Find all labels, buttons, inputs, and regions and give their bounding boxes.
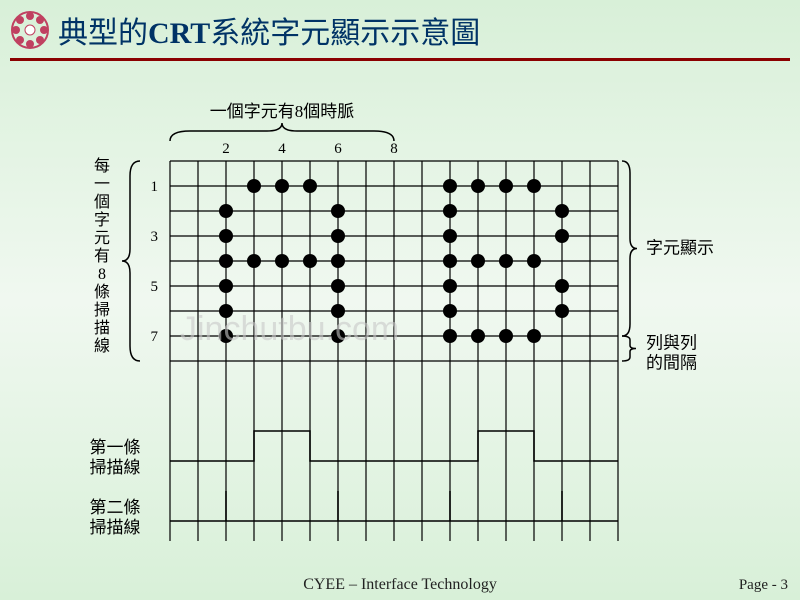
svg-text:8: 8	[390, 141, 398, 157]
svg-text:掃: 掃	[94, 301, 110, 319]
svg-text:有: 有	[94, 247, 110, 265]
svg-text:字: 字	[94, 211, 110, 229]
svg-text:8: 8	[98, 266, 106, 283]
svg-text:5: 5	[151, 279, 159, 295]
svg-text:2: 2	[222, 141, 230, 157]
svg-text:掃描線: 掃描線	[90, 518, 141, 537]
svg-text:6: 6	[334, 141, 342, 157]
svg-text:個: 個	[94, 193, 110, 211]
svg-text:描: 描	[94, 319, 110, 337]
svg-text:一個字元有8個時脈: 一個字元有8個時脈	[210, 102, 355, 121]
svg-text:列與列: 列與列	[646, 334, 697, 353]
footer-text: CYEE – Interface Technology	[0, 576, 800, 594]
svg-text:第二條: 第二條	[90, 498, 141, 517]
svg-text:條: 條	[94, 283, 110, 301]
svg-text:元: 元	[94, 230, 110, 247]
page-title: 典型的CRT系統字元顯示示意圖	[58, 8, 480, 52]
svg-text:4: 4	[278, 141, 286, 157]
svg-text:第一條: 第一條	[90, 438, 141, 457]
svg-text:每: 每	[94, 157, 110, 175]
crt-diagram: 24681357一個字元有8個時脈每一個字元有8條掃描線字元顯示列與列的間隔第一…	[10, 61, 790, 571]
svg-text:字元顯示: 字元顯示	[646, 239, 714, 258]
svg-text:7: 7	[151, 329, 159, 345]
svg-text:的間隔: 的間隔	[646, 354, 697, 373]
svg-text:1: 1	[151, 179, 159, 195]
svg-text:3: 3	[151, 229, 159, 245]
svg-text:掃描線: 掃描線	[90, 458, 141, 477]
svg-text:一: 一	[94, 176, 110, 193]
page-number: Page - 3	[739, 577, 788, 594]
svg-text:線: 線	[94, 337, 110, 355]
logo	[10, 10, 50, 50]
